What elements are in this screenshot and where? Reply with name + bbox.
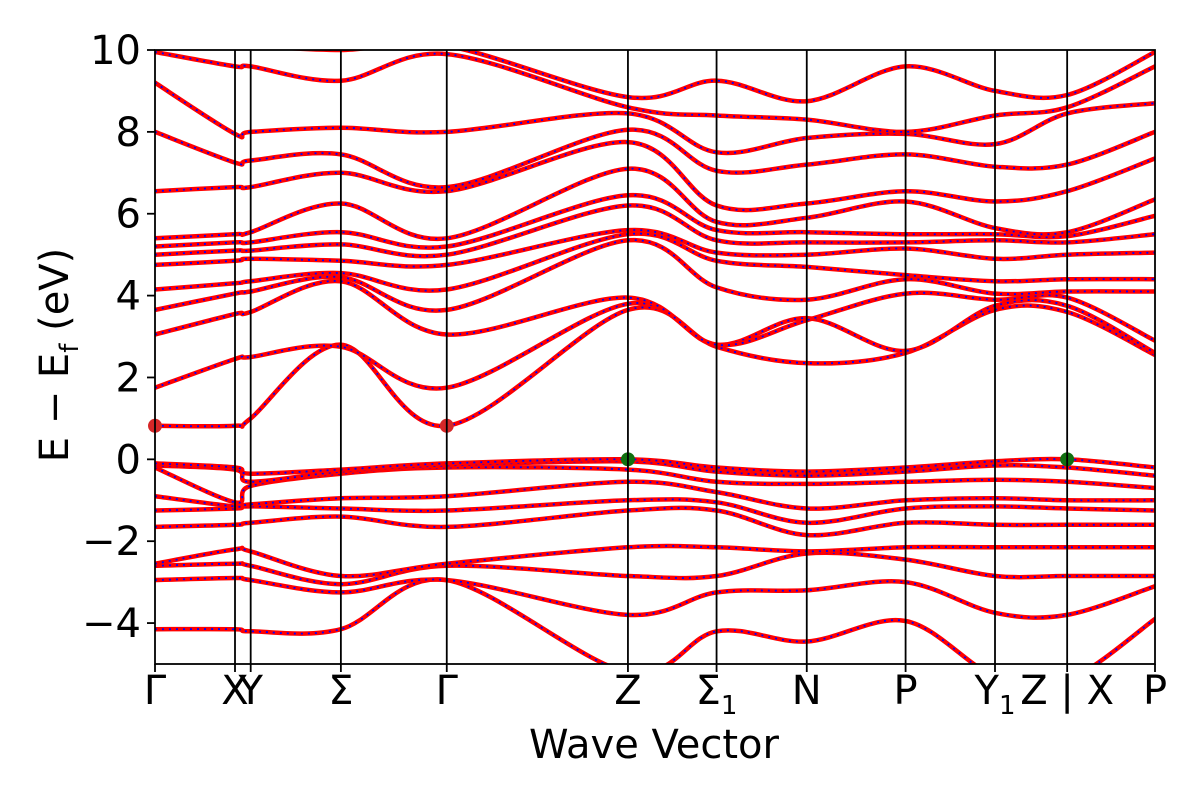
x-tick-label-8: N — [792, 668, 822, 714]
x-tick-label-2: X — [221, 668, 248, 714]
x-tick-label-7: Σ1 — [696, 668, 738, 721]
x-tick-label-4: Σ — [328, 668, 353, 714]
band-overlay-17 — [155, 204, 1155, 258]
y-tick-label-8: −4 — [82, 601, 141, 647]
y-axis-label-main: E − E — [32, 353, 78, 463]
x-tick-label-6: Z — [614, 668, 641, 714]
y-tick-label-7: −2 — [82, 519, 141, 565]
y-tick-label-5: 2 — [116, 355, 141, 401]
x-tick-label-5: Γ — [436, 668, 459, 714]
x-axis-label: Wave Vector — [529, 722, 780, 768]
band-overlay-1 — [155, 578, 1155, 664]
x-tick-label-3: Y — [237, 668, 263, 714]
y-tick-label-6: 0 — [116, 437, 141, 483]
x-tick-label-12: P — [1143, 668, 1167, 714]
x-tick-label-11: Z | X — [1020, 668, 1114, 714]
x-tick-label-9: P — [894, 668, 918, 714]
y-tick-label-4: 4 — [116, 274, 141, 320]
y-axis-label: E − Ef (eV) — [32, 248, 85, 463]
band-overlay-18 — [155, 194, 1155, 249]
y-tick-label-1: 10 — [90, 28, 141, 74]
x-tick-label-1: Γ — [144, 668, 167, 714]
band-overlay-19 — [155, 167, 1155, 240]
y-tick-label-2: 8 — [116, 110, 141, 156]
band-overlay-2 — [155, 577, 1155, 619]
y-tick-label-3: 6 — [116, 192, 141, 238]
y-axis-label-sub: f — [55, 343, 85, 353]
band-overlay-9 — [155, 460, 1155, 483]
band-overlay-15 — [155, 232, 1155, 292]
plot-frame — [154, 49, 1156, 665]
band-overlay-7 — [155, 480, 1155, 510]
x-tick-label-10: Y1 — [974, 668, 1016, 721]
y-axis-label-unit: (eV) — [32, 248, 78, 344]
